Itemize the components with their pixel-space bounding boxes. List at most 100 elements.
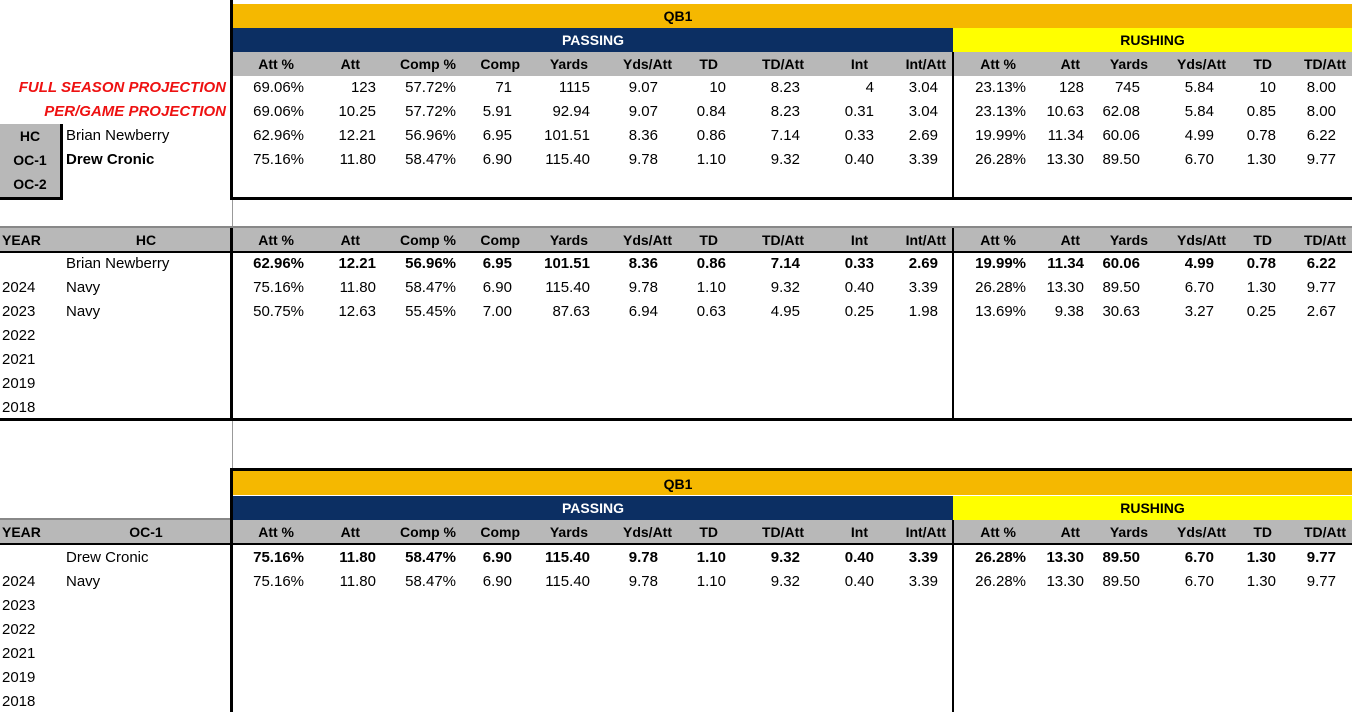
hc-header-underline bbox=[0, 251, 1352, 253]
full-season-cell-2: 57.72% bbox=[405, 79, 456, 96]
col-header-14: TD bbox=[1253, 232, 1272, 248]
oc_section-row-0-cell-8: 0.40 bbox=[844, 573, 874, 590]
col-header-12: Yards bbox=[1109, 56, 1148, 72]
hc_section-row-1-cell-9: 1.98 bbox=[908, 303, 938, 320]
oc-coach-name: Drew Cronic bbox=[66, 549, 149, 566]
hc_section-year-4: 2019 bbox=[2, 375, 36, 392]
hc-divider-mid bbox=[952, 228, 954, 420]
col-header-bg-top bbox=[233, 52, 1352, 76]
coach-oc1-cell-10: 26.28% bbox=[975, 151, 1026, 168]
per-game-cell-8: 0.31 bbox=[844, 103, 874, 120]
oc-header-topline bbox=[0, 518, 233, 520]
hc_section-row-0-cell-3: 6.90 bbox=[482, 279, 512, 296]
hc_section-row-0-cell-1: 11.80 bbox=[339, 279, 376, 296]
per-game-label: PER/GAME PROJECTION bbox=[44, 103, 226, 120]
col-header-9: Int/Att bbox=[905, 232, 946, 248]
role-hc: HC bbox=[19, 128, 41, 144]
hc-summary-cell-6: 0.86 bbox=[696, 255, 726, 272]
oc_section-row-0-cell-4: 115.40 bbox=[545, 573, 590, 590]
divider-left-top bbox=[230, 0, 233, 200]
per-game-cell-6: 0.84 bbox=[696, 103, 726, 120]
hc_section-row-0-cell-13: 6.70 bbox=[1184, 279, 1214, 296]
coach-hc-cell-1: 12.21 bbox=[338, 127, 376, 144]
per-game-cell-13: 5.84 bbox=[1184, 103, 1214, 120]
oc-summary-cell-0: 75.16% bbox=[253, 549, 304, 566]
hc-header-topline bbox=[0, 226, 1352, 228]
hc_section-row-0-cell-5: 9.78 bbox=[628, 279, 658, 296]
hc_section-year-2: 2022 bbox=[2, 327, 36, 344]
col-header-3: Comp bbox=[480, 232, 520, 248]
coach-hc-cell-8: 0.33 bbox=[844, 127, 874, 144]
per-game-cell-12: 62.08 bbox=[1102, 103, 1140, 120]
hc_section-team-0: Navy bbox=[66, 279, 101, 296]
hc-summary-cell-14: 0.78 bbox=[1246, 255, 1276, 272]
full-season-cell-4: 1115 bbox=[558, 79, 590, 96]
col-header-4: Yards bbox=[549, 56, 588, 72]
role-box-border-bottom bbox=[0, 197, 63, 200]
passing-label-oc: PASSING bbox=[562, 500, 624, 516]
col-header-1: Att bbox=[340, 56, 360, 72]
coach-hc-cell-11: 11.34 bbox=[1047, 127, 1084, 144]
hc-summary-cell-3: 6.95 bbox=[482, 255, 512, 272]
oc_section-year-5: 2018 bbox=[2, 693, 36, 710]
col-header-11: Att bbox=[1060, 56, 1080, 72]
coach-oc1-cell-11: 13.30 bbox=[1046, 151, 1084, 168]
hc_section-year-3: 2021 bbox=[2, 351, 36, 368]
hc-summary-cell-11: 11.34 bbox=[1047, 255, 1084, 272]
oc_section-row-0-cell-0: 75.16% bbox=[253, 573, 304, 590]
coach-oc1-cell-6: 1.10 bbox=[696, 151, 726, 168]
coach-oc1-cell-4: 115.40 bbox=[545, 151, 590, 168]
hc_section-year-5: 2018 bbox=[2, 399, 36, 416]
oc_section-year-1: 2023 bbox=[2, 597, 36, 614]
hc_section-row-1-cell-15: 2.67 bbox=[1306, 303, 1336, 320]
coach-hc-cell-15: 6.22 bbox=[1306, 127, 1336, 144]
full-season-cell-8: 4 bbox=[865, 79, 874, 96]
coach-oc1-cell-14: 1.30 bbox=[1246, 151, 1276, 168]
oc-year-label: YEAR bbox=[2, 524, 41, 540]
per-game-cell-3: 5.91 bbox=[482, 103, 512, 120]
full-season-cell-15: 8.00 bbox=[1306, 79, 1336, 96]
oc-summary-cell-14: 1.30 bbox=[1246, 549, 1276, 566]
hc_section-row-0-cell-4: 115.40 bbox=[545, 279, 590, 296]
oc_section-row-0-cell-2: 58.47% bbox=[405, 573, 456, 590]
hc_section-row-1-cell-13: 3.27 bbox=[1184, 303, 1214, 320]
hc-summary-cell-15: 6.22 bbox=[1306, 255, 1336, 272]
hc_section-row-1-cell-2: 55.45% bbox=[405, 303, 456, 320]
oc_section-row-0-cell-9: 3.39 bbox=[908, 573, 938, 590]
col-header-12: Yards bbox=[1109, 524, 1148, 540]
hc-summary-cell-1: 12.21 bbox=[338, 255, 376, 272]
col-header-13: Yds/Att bbox=[1177, 232, 1226, 248]
qb1-label-top: QB1 bbox=[663, 8, 693, 24]
hc_section-row-1-cell-10: 13.69% bbox=[975, 303, 1026, 320]
rushing-banner-oc bbox=[953, 496, 1352, 520]
col-header-0: Att % bbox=[258, 232, 294, 248]
col-header-2: Comp % bbox=[400, 232, 456, 248]
oc_section-row-0-cell-6: 1.10 bbox=[696, 573, 726, 590]
hc_section-row-0-cell-10: 26.28% bbox=[975, 279, 1026, 296]
coach-hc-cell-2: 56.96% bbox=[405, 127, 456, 144]
oc-summary-cell-3: 6.90 bbox=[482, 549, 512, 566]
per-game-cell-1: 10.25 bbox=[338, 103, 376, 120]
oc-summary-cell-11: 13.30 bbox=[1046, 549, 1084, 566]
col-header-13: Yds/Att bbox=[1177, 524, 1226, 540]
full-season-cell-9: 3.04 bbox=[908, 79, 938, 96]
passing-banner-top bbox=[233, 28, 953, 52]
hc_section-row-0-cell-8: 0.40 bbox=[844, 279, 874, 296]
col-header-10: Att % bbox=[980, 524, 1016, 540]
oc-summary-cell-1: 11.80 bbox=[339, 549, 376, 566]
hc_section-row-1-cell-3: 7.00 bbox=[482, 303, 512, 320]
hc-year-label: YEAR bbox=[2, 232, 41, 248]
col-header-7: TD/Att bbox=[762, 524, 804, 540]
coach-oc1-cell-1: 11.80 bbox=[339, 151, 376, 168]
full-season-cell-0: 69.06% bbox=[253, 79, 304, 96]
col-header-10: Att % bbox=[980, 56, 1016, 72]
col-header-7: TD/Att bbox=[762, 56, 804, 72]
col-header-15: TD/Att bbox=[1304, 56, 1346, 72]
coach-hc-cell-4: 101.51 bbox=[544, 127, 590, 144]
hc-summary-cell-0: 62.96% bbox=[253, 255, 304, 272]
hc_section-row-1-cell-1: 12.63 bbox=[338, 303, 376, 320]
per-game-cell-11: 10.63 bbox=[1046, 103, 1084, 120]
hc_section-row-0-cell-11: 13.30 bbox=[1046, 279, 1084, 296]
hc-summary-cell-4: 101.51 bbox=[544, 255, 590, 272]
full-season-cell-14: 10 bbox=[1259, 79, 1276, 96]
